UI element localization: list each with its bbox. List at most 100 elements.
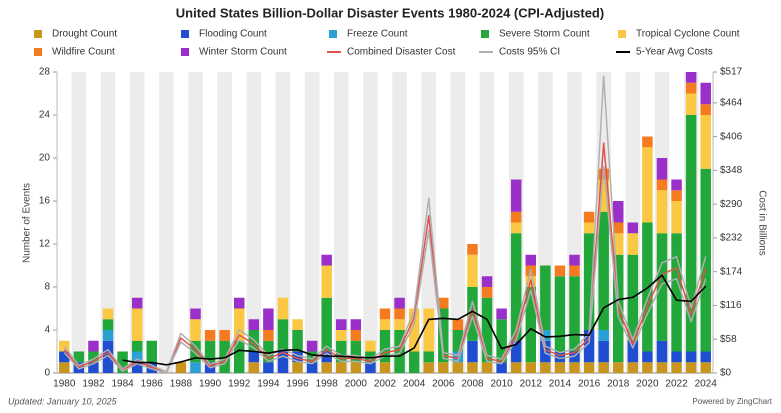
x-tick-label: 2008 <box>461 379 484 390</box>
legend-marker <box>34 48 42 56</box>
legend-label: Severe Storm Count <box>499 29 590 40</box>
bar-segment <box>496 308 507 320</box>
bar-segment <box>204 330 216 341</box>
bar-segment <box>379 319 391 330</box>
legend-label: Wildfire Count <box>52 47 115 58</box>
legend-marker <box>181 30 189 38</box>
bar-segment <box>656 233 668 341</box>
bar-segment <box>394 308 405 320</box>
bar-segment <box>102 319 114 330</box>
bar-segment <box>292 351 303 363</box>
x-tick-label: 1988 <box>170 379 193 390</box>
bar-segment <box>73 351 85 363</box>
bar-segment <box>350 362 362 373</box>
bar-segment <box>336 340 347 363</box>
bar-segment <box>190 362 201 373</box>
bar-segment <box>350 319 362 330</box>
bar-segment <box>248 351 260 363</box>
bar-segment <box>510 179 522 212</box>
bar-segment <box>598 330 609 341</box>
y2-tick-label: $116 <box>720 300 742 311</box>
bar-segment <box>612 362 624 373</box>
y2-axis-title: Cost in Billions <box>756 190 767 256</box>
chart-title: United States Billion-Dollar Disaster Ev… <box>176 5 604 20</box>
bar-segment <box>525 254 537 266</box>
bar-segment <box>627 362 639 373</box>
bar-segment <box>131 297 143 309</box>
column-band <box>304 72 320 373</box>
x-tick-label: 2006 <box>432 379 455 390</box>
legend-label: Costs 95% CI <box>499 47 560 58</box>
legend-label: Drought Count <box>52 29 117 40</box>
bar-segment <box>306 362 318 373</box>
bar-segment <box>583 233 595 330</box>
x-tick-label: 1982 <box>82 379 105 390</box>
bar-segment <box>598 340 609 363</box>
x-tick-label: 2022 <box>665 379 688 390</box>
bar-segment <box>365 340 376 352</box>
y2-tick-label: $290 <box>720 199 743 210</box>
bar-segment <box>423 308 434 352</box>
x-tick-label: 1998 <box>316 379 339 390</box>
bar-segment <box>248 319 260 330</box>
bar-segment <box>88 340 99 352</box>
x-tick-label: 1994 <box>257 379 280 390</box>
bar-segment <box>467 254 478 287</box>
bar-segment <box>612 222 624 234</box>
bar-segment <box>671 351 682 363</box>
y-tick-label: 24 <box>39 110 51 121</box>
column-band <box>363 72 378 373</box>
bar-segment <box>131 362 143 373</box>
y2-tick-label: $517 <box>720 67 743 78</box>
bar-segment <box>598 362 609 373</box>
bar-segment <box>525 287 537 363</box>
bar-segment <box>700 362 711 373</box>
y2-tick-label: $232 <box>720 233 743 244</box>
bar-segment <box>569 265 580 277</box>
legend-label: Combined Disaster Cost <box>347 47 456 58</box>
bar-segment <box>540 330 551 341</box>
bar-segment <box>496 362 507 373</box>
x-tick-label: 2014 <box>549 379 572 390</box>
column-band <box>159 72 174 373</box>
bar-segment <box>642 136 653 148</box>
bar-segment <box>131 308 143 341</box>
bar-segment <box>219 340 230 373</box>
bar-segment <box>481 276 493 287</box>
legend-label: 5-Year Avg Costs <box>636 47 713 58</box>
bar-segment <box>248 362 260 373</box>
bar-segment <box>233 308 245 341</box>
bar-segment <box>627 340 639 363</box>
x-tick-label: 1980 <box>53 379 76 390</box>
bar-segment <box>263 308 274 330</box>
bar-segment <box>627 233 639 255</box>
bar-segment <box>423 362 434 373</box>
bar-segment <box>481 297 493 363</box>
y-tick-label: 16 <box>39 196 51 207</box>
bar-segment <box>190 340 201 363</box>
bar-segment <box>233 297 245 309</box>
x-tick-label: 2016 <box>578 379 601 390</box>
bar-segment <box>379 308 391 320</box>
bar-segment <box>321 297 332 352</box>
y-tick-label: 8 <box>44 282 50 293</box>
legend-marker <box>329 30 337 38</box>
bar-segment <box>583 222 595 234</box>
y-tick-label: 28 <box>39 67 51 78</box>
x-tick-label: 2002 <box>374 379 397 390</box>
bar-segment <box>656 190 668 234</box>
x-tick-label: 1992 <box>228 379 251 390</box>
x-tick-label: 1996 <box>286 379 309 390</box>
y2-tick-label: $406 <box>720 131 743 142</box>
bar-segment <box>204 340 216 363</box>
bar-segment <box>510 340 522 363</box>
bar-segment <box>292 330 303 352</box>
bar-segment <box>583 330 595 363</box>
bar-segment <box>131 340 143 352</box>
bar-segment <box>510 233 522 341</box>
bar-segment <box>452 319 464 330</box>
legend-label: Tropical Cyclone Count <box>636 29 740 40</box>
bar-segment <box>467 340 478 363</box>
bar-segment <box>452 362 464 373</box>
